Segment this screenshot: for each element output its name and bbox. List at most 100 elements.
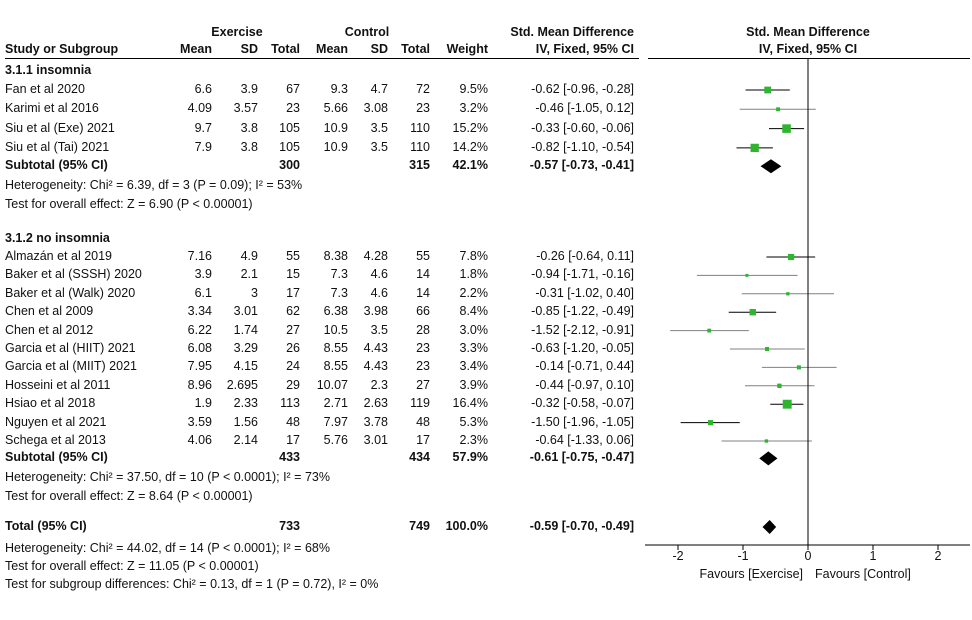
cell-total-exercise: 27 — [286, 322, 300, 337]
point-estimate-marker — [782, 124, 791, 133]
cell-ci: -0.46 [-1.05, 0.12] — [535, 101, 634, 116]
cell-total-exercise: 29 — [286, 377, 300, 392]
cell-mean-control: 8.55 — [323, 359, 348, 374]
header-rule-right — [648, 58, 970, 59]
cell-mean-exercise: 8.96 — [187, 377, 212, 392]
cell-mean-exercise: 3.9 — [194, 267, 212, 282]
pooled-diamond — [759, 451, 778, 466]
cell-total-exercise: 48 — [286, 414, 300, 429]
col-study: Study or Subgroup — [5, 42, 119, 56]
cell-total-control: 110 — [410, 120, 430, 135]
group1-header: Exercise — [211, 25, 263, 39]
cell-ci: -0.94 [-1.71, -0.16] — [531, 267, 634, 282]
cell-weight: 3.9% — [459, 377, 489, 392]
cell-total-control: 434 — [409, 450, 430, 465]
subgroup-title: 3.1.2 no insomnia — [5, 231, 110, 245]
cell-total-exercise: 62 — [286, 304, 300, 319]
cell-mean-control: 5.76 — [323, 433, 348, 447]
cell-total-exercise: 433 — [279, 450, 300, 465]
cell-weight: 7.8% — [459, 249, 489, 263]
cell-total-exercise: 55 — [286, 249, 300, 263]
cell-sd-exercise: 1.56 — [233, 414, 258, 429]
cell-sd-control: 2.63 — [363, 396, 388, 411]
cell-sd-exercise: 2.14 — [233, 433, 258, 447]
cell-total-control: 48 — [416, 414, 430, 429]
cell-sd-exercise: 3 — [251, 285, 258, 300]
cell-mean-exercise: 3.34 — [187, 304, 212, 319]
cell-weight: 16.4% — [452, 396, 488, 411]
cell-ci: -0.32 [-0.58, -0.07] — [531, 396, 634, 411]
smd-text-header: Std. Mean Difference — [510, 25, 634, 39]
cell-total-control: 27 — [416, 377, 430, 392]
total-heterogeneity: Heterogeneity: Chi² = 44.02, df = 14 (P … — [5, 541, 330, 555]
pooled-diamond — [760, 159, 782, 174]
cell-total-control: 315 — [409, 158, 430, 173]
cell-total-exercise: 67 — [286, 82, 300, 96]
cell-mean-control: 7.3 — [330, 285, 348, 300]
cell-total-control: 119 — [410, 396, 430, 411]
cell-sd-control: 4.43 — [363, 341, 388, 355]
cell-sd-control: 4.6 — [370, 267, 388, 282]
study-name: Hosseini et al 2011 — [5, 377, 111, 392]
cell-sd-control: 3.5 — [370, 120, 388, 135]
cell-ci: -1.52 [-2.12, -0.91] — [531, 322, 634, 337]
study-name: Baker et al (Walk) 2020 — [5, 285, 136, 300]
cell-ci: -0.44 [-0.97, 0.10] — [535, 377, 634, 392]
col-sd2: SD — [370, 42, 388, 56]
cell-total-exercise: 26 — [286, 341, 300, 355]
cell-sd-exercise: 1.74 — [233, 322, 258, 337]
study-name: Garcia et al (HIIT) 2021 — [5, 341, 136, 355]
cell-sd-control: 3.98 — [363, 304, 388, 319]
cell-ci: -0.14 [-0.71, 0.44] — [535, 359, 634, 374]
cell-total-control: 110 — [410, 139, 430, 154]
point-estimate-marker — [707, 420, 714, 426]
cell-sd-control: 2.3 — [370, 377, 388, 392]
point-estimate-marker — [788, 253, 795, 261]
study-name: Siu et al (Exe) 2021 — [5, 120, 115, 135]
cell-mean-exercise: 6.6 — [194, 82, 212, 96]
cell-sd-control: 3.08 — [363, 101, 388, 116]
study-name: Baker et al (SSSH) 2020 — [5, 267, 142, 282]
cell-weight: 3.3% — [459, 341, 489, 355]
cell-mean-control: 10.9 — [323, 120, 348, 135]
study-name: Fan et al 2020 — [5, 82, 85, 96]
cell-total-control: 28 — [416, 322, 430, 337]
cell-weight: 2.2% — [459, 285, 489, 300]
total-label: Total (95% CI) — [5, 519, 87, 533]
cell-sd-exercise: 3.8 — [240, 139, 258, 154]
cell-ci: -0.26 [-0.64, 0.11] — [536, 249, 634, 263]
cell-total-control: 55 — [416, 249, 430, 263]
subgroup-title: 3.1.1 insomnia — [5, 63, 92, 77]
cell-total-control: 23 — [416, 101, 430, 116]
study-name: Chen et al 2009 — [5, 304, 94, 319]
cell-sd-exercise: 3.01 — [233, 304, 258, 319]
header-rule-left — [5, 58, 639, 59]
cell-ci: -0.31 [-1.02, 0.40] — [535, 285, 634, 300]
x-axis-tick-label: -1 — [737, 549, 749, 563]
cell-total-exercise: 23 — [286, 101, 300, 116]
cell-total-exercise: 105 — [279, 120, 300, 135]
cell-mean-control: 10.5 — [323, 322, 348, 337]
subgroup-heterogeneity: Heterogeneity: Chi² = 37.50, df = 10 (P … — [5, 470, 330, 485]
point-estimate-marker — [765, 347, 770, 351]
study-name: Karimi et al 2016 — [5, 101, 99, 116]
cell-sd-control: 4.43 — [363, 359, 388, 374]
point-estimate-marker — [777, 383, 782, 388]
favours-exercise-label: Favours [Exercise] — [699, 567, 803, 581]
cell-sd-exercise: 3.8 — [240, 120, 258, 135]
subgroup-overall-effect: Test for overall effect: Z = 8.64 (P < 0… — [5, 489, 253, 504]
cell-sd-control: 4.6 — [370, 285, 388, 300]
subtotal-label: Subtotal (95% CI) — [5, 158, 108, 173]
cell-sd-exercise: 4.15 — [233, 359, 258, 374]
col-ci-text: IV, Fixed, 95% CI — [535, 42, 634, 56]
cell-weight: 8.4% — [459, 304, 489, 319]
cell-weight: 3.4% — [459, 359, 489, 374]
col-mean1: Mean — [180, 42, 212, 56]
point-estimate-marker — [750, 143, 759, 153]
cell-weight: 5.3% — [459, 414, 489, 429]
cell-weight: 9.5% — [459, 82, 489, 96]
cell-sd-exercise: 2.695 — [226, 377, 258, 392]
cell-sd-exercise: 4.9 — [240, 249, 258, 263]
col-sd1: SD — [240, 42, 258, 56]
cell-mean-control: 8.38 — [323, 249, 348, 263]
